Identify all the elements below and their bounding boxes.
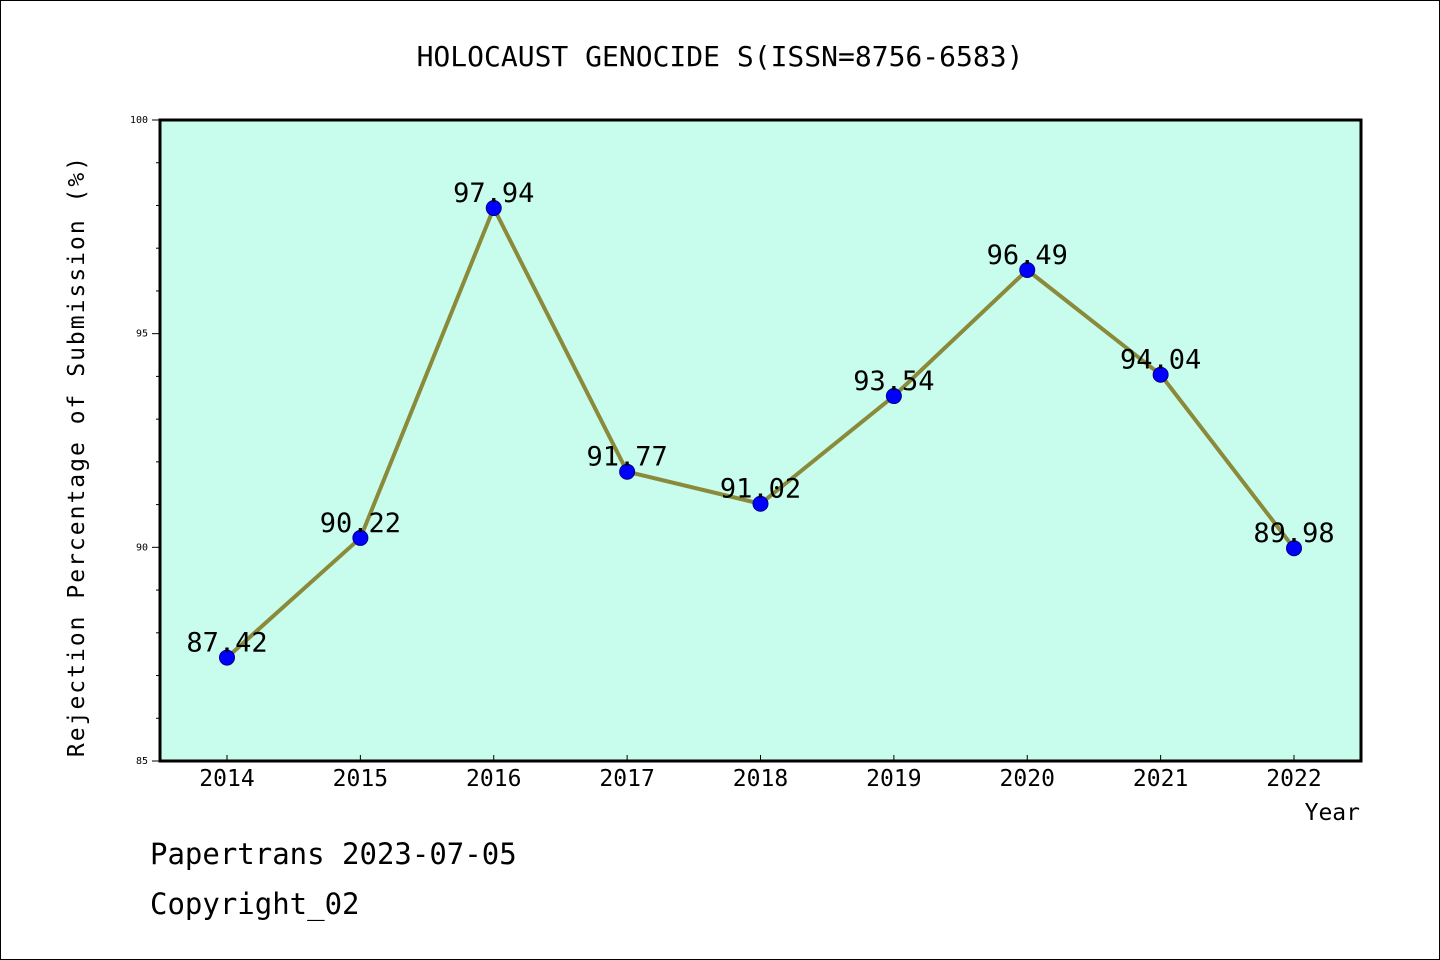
data-label: 91.77	[586, 442, 667, 473]
x-tick-label: 2020	[1000, 766, 1055, 792]
plot-area	[160, 120, 1361, 761]
tick-labels: 85 90 95 100 2014 2015 2016 2017 2018 2019 2020 202…	[130, 115, 1322, 792]
x-axis-label: Year	[1305, 800, 1360, 826]
x-tick-label: 2019	[866, 766, 921, 792]
data-label: 91.02	[720, 474, 801, 505]
data-point	[1152, 366, 1169, 383]
x-tick-label: 2015	[333, 766, 388, 792]
data-point	[352, 529, 369, 546]
data-point	[619, 463, 636, 480]
x-tick-label: 2022	[1266, 766, 1321, 792]
y-axis-label: Rejection Percentage of Submission (%)	[64, 155, 90, 757]
x-tick-label: 2016	[466, 766, 521, 792]
data-label: 96.49	[987, 240, 1068, 271]
data-label: 94.04	[1120, 345, 1201, 376]
chart-title: HOLOCAUST GENOCIDE S(ISSN=8756-6583)	[417, 40, 1024, 73]
plot-border	[158, 118, 1363, 763]
footer-date: Papertrans 2023-07-05	[150, 837, 517, 871]
data-point	[752, 495, 769, 512]
data-point	[1019, 261, 1036, 278]
data-point	[885, 388, 902, 405]
y-tick-label: 95	[136, 329, 148, 340]
y-tick-label: 90	[136, 542, 148, 553]
x-tick-label: 2014	[199, 766, 254, 792]
data-point	[1286, 540, 1302, 557]
x-tick-label: 2021	[1133, 766, 1188, 792]
data-label: 89.98	[1253, 518, 1334, 549]
x-tick-label: 2018	[733, 766, 788, 792]
data-markers	[219, 200, 1302, 666]
data-label: 93.54	[853, 366, 934, 397]
data-labels: 87.42 90.22 97.94 91.77 91.02 93.54 96.49 94.04…	[186, 178, 1334, 659]
data-label: 90.22	[320, 508, 401, 539]
x-tick-label: 2017	[599, 766, 654, 792]
footer-copyright: Copyright_02	[150, 887, 360, 922]
y-tick-label: 85	[136, 756, 148, 767]
data-label: 97.94	[453, 178, 534, 209]
data-label: 87.42	[186, 628, 267, 659]
data-point	[219, 649, 235, 666]
data-point	[485, 200, 502, 217]
y-tick-label: 100	[130, 115, 148, 126]
